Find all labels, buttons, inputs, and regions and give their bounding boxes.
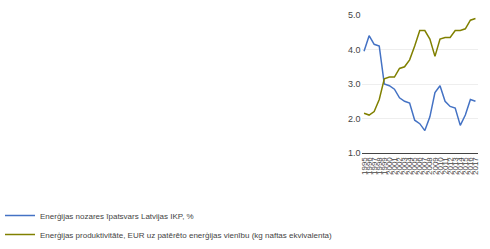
svg-text:2008: 2008 <box>425 157 434 175</box>
svg-text:2002: 2002 <box>395 157 404 175</box>
svg-text:2016: 2016 <box>466 157 475 175</box>
svg-text:2001: 2001 <box>390 157 399 175</box>
svg-text:1995: 1995 <box>360 157 369 175</box>
svg-text:2009: 2009 <box>431 157 440 175</box>
svg-text:2011: 2011 <box>441 157 450 175</box>
svg-text:2.0: 2.0 <box>348 114 361 124</box>
svg-text:4.0: 4.0 <box>348 45 361 55</box>
svg-text:1999: 1999 <box>380 157 389 175</box>
svg-text:2007: 2007 <box>420 157 429 175</box>
svg-text:5.0: 5.0 <box>348 10 361 20</box>
svg-text:2015: 2015 <box>461 157 470 175</box>
svg-text:2017: 2017 <box>471 157 480 175</box>
svg-text:Enerģijas nozares īpatsvars La: Enerģijas nozares īpatsvars Latvijas IKP… <box>40 212 194 221</box>
svg-text:2004: 2004 <box>405 157 414 175</box>
svg-text:Enerģijas produktivitāte, EUR: Enerģijas produktivitāte, EUR uz patērēt… <box>40 231 332 240</box>
svg-text:1996: 1996 <box>365 157 374 175</box>
svg-text:2005: 2005 <box>410 157 419 175</box>
svg-text:2013: 2013 <box>451 157 460 175</box>
svg-text:2010: 2010 <box>436 157 445 175</box>
svg-text:2006: 2006 <box>415 157 424 175</box>
svg-text:2012: 2012 <box>446 157 455 175</box>
svg-text:1997: 1997 <box>370 157 379 175</box>
svg-text:3.0: 3.0 <box>348 79 361 89</box>
svg-text:2014: 2014 <box>456 157 465 175</box>
svg-text:2000: 2000 <box>385 157 394 175</box>
svg-text:1.0: 1.0 <box>348 148 361 158</box>
svg-text:2003: 2003 <box>400 157 409 175</box>
svg-text:1998: 1998 <box>375 157 384 175</box>
